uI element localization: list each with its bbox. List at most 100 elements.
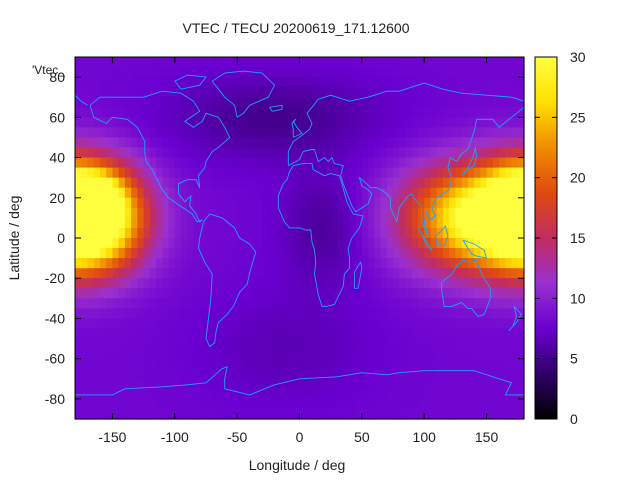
heatmap-cell — [193, 258, 201, 269]
heatmap-cell — [274, 217, 282, 229]
heatmap-cell — [411, 107, 419, 118]
heatmap-cell — [75, 107, 82, 118]
heatmap-cell — [255, 227, 263, 239]
heatmap-cell — [287, 217, 294, 229]
heatmap-cell — [149, 358, 157, 370]
heatmap-cell — [467, 137, 475, 149]
heatmap-cell — [99, 268, 107, 279]
heatmap-cell — [305, 358, 313, 370]
heatmap-cell — [474, 67, 481, 78]
heatmap-cell — [230, 117, 238, 128]
heatmap-cell — [343, 378, 350, 390]
heatmap-cell — [193, 388, 201, 400]
heatmap-cell — [237, 87, 244, 98]
heatmap-cell — [474, 398, 481, 410]
heatmap-cell — [112, 167, 120, 179]
heatmap-cell — [156, 288, 163, 299]
heatmap-cell — [486, 258, 494, 269]
heatmap-cell — [411, 348, 419, 360]
heatmap-cell — [237, 288, 244, 299]
heatmap-cell — [511, 157, 519, 169]
heatmap-cell — [243, 157, 251, 169]
heatmap-cell — [93, 358, 101, 370]
heatmap-cell — [81, 117, 89, 128]
heatmap-cell — [112, 378, 120, 390]
heatmap-cell — [461, 268, 469, 279]
heatmap-cell — [474, 318, 481, 330]
heatmap-cell — [430, 408, 438, 420]
heatmap-cell — [156, 127, 163, 139]
heatmap-cell — [162, 348, 170, 360]
heatmap-cell — [461, 127, 469, 139]
heatmap-cell — [461, 87, 469, 98]
heatmap-cell — [386, 348, 394, 360]
heatmap-cell — [330, 338, 338, 350]
heatmap-cell — [106, 308, 114, 320]
heatmap-cell — [399, 147, 407, 159]
heatmap-cell — [106, 167, 114, 179]
heatmap-cell — [212, 207, 220, 219]
heatmap-cell — [318, 127, 326, 139]
heatmap-cell — [168, 67, 176, 78]
heatmap-cell — [99, 107, 107, 118]
heatmap-cell — [162, 308, 170, 320]
heatmap-cell — [137, 338, 145, 350]
heatmap-cell — [318, 107, 326, 118]
heatmap-cell — [118, 157, 126, 169]
heatmap-cell — [449, 67, 457, 78]
heatmap-cell — [368, 147, 375, 159]
heatmap-cell — [486, 137, 494, 149]
heatmap-cell — [374, 328, 382, 340]
heatmap-cell — [112, 388, 120, 400]
heatmap-cell — [243, 248, 251, 259]
heatmap-cell — [249, 57, 257, 68]
heatmap-cell — [212, 197, 220, 209]
heatmap-cell — [318, 177, 326, 189]
heatmap-cell — [274, 127, 282, 139]
heatmap-cell — [467, 338, 475, 350]
heatmap-cell — [492, 67, 500, 78]
heatmap-cell — [461, 368, 469, 380]
heatmap-cell — [124, 117, 132, 128]
heatmap-cell — [162, 157, 170, 169]
heatmap-cell — [486, 127, 494, 139]
heatmap-cell — [124, 107, 132, 118]
heatmap-cell — [181, 258, 188, 269]
heatmap-cell — [436, 157, 444, 169]
heatmap-cell — [324, 177, 332, 189]
heatmap-cell — [430, 217, 438, 229]
heatmap-cell — [212, 107, 220, 118]
heatmap-cell — [349, 227, 357, 239]
heatmap-cell — [131, 268, 138, 279]
heatmap-cell — [474, 137, 481, 149]
heatmap-cell — [355, 388, 363, 400]
heatmap-cell — [218, 258, 226, 269]
heatmap-cell — [417, 398, 425, 410]
heatmap-cell — [361, 358, 369, 370]
heatmap-cell — [249, 217, 257, 229]
heatmap-cell — [162, 278, 170, 289]
heatmap-cell — [93, 167, 101, 179]
heatmap-cell — [224, 398, 232, 410]
heatmap-cell — [517, 77, 525, 88]
heatmap-cell — [480, 107, 488, 118]
heatmap-cell — [156, 97, 163, 108]
heatmap-cell — [455, 408, 463, 420]
heatmap-cell — [249, 328, 257, 340]
heatmap-cell — [124, 177, 132, 189]
heatmap-cell — [442, 338, 450, 350]
heatmap-cell — [343, 137, 350, 149]
heatmap-cell — [212, 77, 220, 88]
heatmap-cell — [355, 147, 363, 159]
heatmap-cell — [511, 137, 519, 149]
heatmap-cell — [255, 187, 263, 199]
heatmap-cell — [393, 388, 400, 400]
heatmap-cell — [81, 278, 89, 289]
heatmap-cell — [299, 107, 307, 118]
heatmap-cell — [168, 77, 176, 88]
heatmap-cells — [75, 57, 525, 420]
heatmap-cell — [386, 288, 394, 299]
heatmap-cell — [81, 217, 89, 229]
x-tick-label: 0 — [296, 429, 304, 445]
heatmap-cell — [368, 398, 375, 410]
